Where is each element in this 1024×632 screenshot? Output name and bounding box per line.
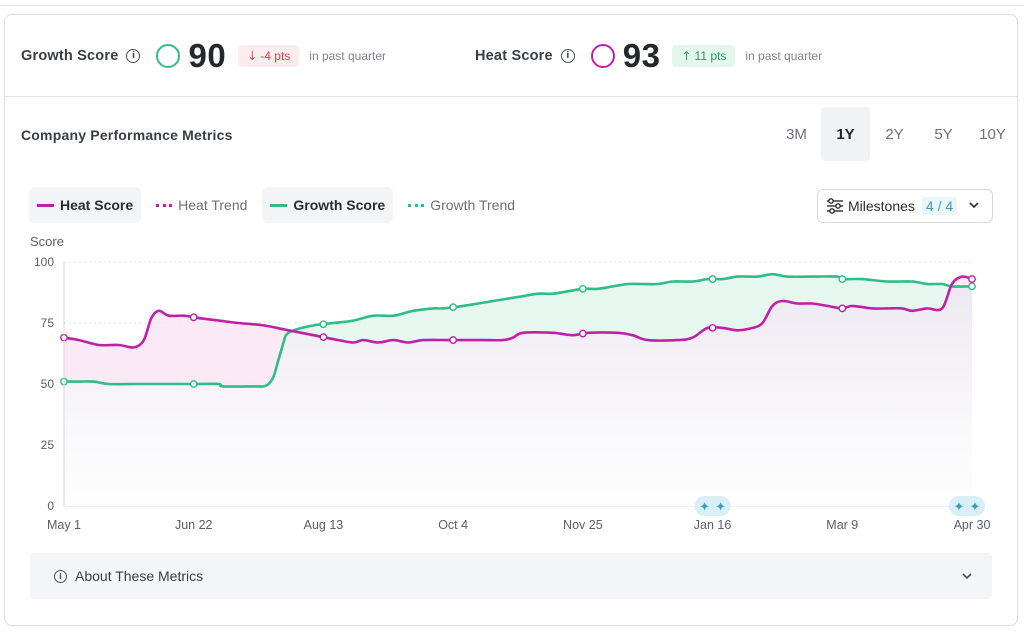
growth-score-point bbox=[449, 303, 458, 312]
dotted-line-swatch bbox=[156, 203, 173, 207]
dotted-line-swatch bbox=[408, 203, 425, 207]
chart-lines bbox=[63, 272, 973, 388]
heat-score-value: 93 bbox=[622, 37, 661, 74]
heat-score-point bbox=[968, 275, 976, 283]
sparkle-icon: ✦ bbox=[954, 500, 965, 515]
x-tick-label: Nov 25 bbox=[563, 518, 603, 532]
x-tick-label: Mar 9 bbox=[826, 518, 858, 532]
range-3m[interactable]: 3M bbox=[786, 125, 807, 143]
legend-heat-trend-label: Heat Trend bbox=[178, 197, 248, 213]
growth-score-value: 90 bbox=[188, 37, 227, 74]
sparkle-icon: ✦ bbox=[699, 500, 710, 515]
y-tick-label: 75 bbox=[41, 316, 55, 330]
milestone-badge: ✦ ✦ bbox=[949, 496, 985, 516]
heat-score-label: Heat Score bbox=[475, 48, 553, 64]
milestones-label: Milestones bbox=[848, 198, 915, 214]
metrics-title: Company Performance Metrics bbox=[21, 127, 233, 143]
legend-growth-score-label: Growth Score bbox=[293, 197, 386, 213]
arrow-down-icon: ↓ bbox=[247, 49, 258, 63]
growth-delta-badge: ↓ -4 pts bbox=[238, 45, 300, 67]
info-icon: i bbox=[54, 569, 67, 583]
legend-heat-score-label: Heat Score bbox=[60, 197, 134, 213]
heat-score-line bbox=[63, 275, 973, 349]
range-5y[interactable]: 5Y bbox=[934, 125, 953, 143]
chevron-down-icon bbox=[969, 202, 979, 209]
y-tick-label: 100 bbox=[34, 255, 54, 269]
metrics-card: Growth Score i 90 ↓ -4 pts in past quarte… bbox=[4, 14, 1018, 626]
heat-score-point bbox=[319, 333, 328, 342]
growth-period-text: in past quarter bbox=[309, 49, 386, 63]
heat-score-point bbox=[449, 336, 458, 344]
info-icon[interactable]: i bbox=[560, 49, 575, 63]
x-tick-label: Jun 22 bbox=[175, 518, 213, 532]
growth-score-point bbox=[319, 320, 328, 329]
growth-score-point bbox=[189, 380, 198, 388]
legend-heat-trend[interactable]: Heat Trend bbox=[148, 187, 255, 223]
score-summary: Growth Score i 90 ↓ -4 pts in past quarte… bbox=[5, 15, 1017, 97]
solid-line-swatch bbox=[37, 203, 54, 207]
milestone-badge-bg bbox=[694, 496, 731, 516]
y-tick-label: 0 bbox=[47, 499, 54, 513]
milestone-badge-bg bbox=[949, 496, 985, 516]
info-icon[interactable]: i bbox=[126, 49, 141, 63]
x-tick-label: Oct 4 bbox=[438, 518, 468, 532]
range-1y[interactable]: 1Y bbox=[821, 107, 870, 161]
sparkle-icon: ✦ bbox=[970, 500, 981, 515]
heat-delta-badge: ↑ 11 pts bbox=[672, 45, 736, 67]
arrow-up-icon: ↑ bbox=[681, 49, 692, 63]
about-metrics-toggle[interactable]: i About These Metrics bbox=[30, 553, 992, 599]
growth-score-block: Growth Score i 90 ↓ -4 pts in past quarte… bbox=[21, 15, 386, 97]
sparkle-icon: ✦ bbox=[715, 500, 726, 515]
chart-legend: Heat Score Heat Trend Growth Score Growt… bbox=[29, 187, 530, 223]
heat-delta-value: 11 pts bbox=[694, 49, 727, 63]
growth-score-point bbox=[578, 284, 587, 293]
heat-score-point bbox=[838, 304, 847, 313]
growth-score-point bbox=[838, 275, 847, 283]
range-selector: 3M 1Y 2Y 5Y 10Y bbox=[772, 107, 1017, 161]
growth-ring-icon bbox=[156, 44, 181, 68]
growth-score-point bbox=[968, 282, 976, 291]
growth-score-label: Growth Score bbox=[21, 48, 119, 64]
milestones-count: 4 / 4 bbox=[921, 197, 958, 215]
range-10y[interactable]: 10Y bbox=[979, 125, 1006, 143]
y-tick-label: 25 bbox=[41, 438, 55, 452]
legend-growth-trend-label: Growth Trend bbox=[430, 197, 516, 213]
x-tick-label: Apr 30 bbox=[954, 518, 991, 532]
heat-score-point bbox=[578, 329, 587, 338]
y-tick-label: 50 bbox=[41, 377, 55, 391]
range-2y[interactable]: 2Y bbox=[885, 125, 904, 143]
chart-axes: 0 25 50 75 100 Score May 1 Jun 22 Aug 13 Oct 4 Nov… bbox=[30, 234, 990, 532]
growth-delta-value: -4 pts bbox=[260, 49, 291, 63]
performance-chart: 0 25 50 75 100 Score May 1 Jun 22 Aug 13 Oct 4 Nov… bbox=[30, 234, 990, 532]
x-tick-label: Jan 16 bbox=[694, 518, 732, 532]
legend-growth-trend[interactable]: Growth Trend bbox=[400, 187, 523, 223]
growth-score-line bbox=[64, 272, 973, 388]
x-tick-label: Aug 13 bbox=[304, 518, 344, 532]
growth-score-point bbox=[708, 275, 717, 283]
chart-fill bbox=[64, 274, 972, 506]
heat-ring-icon bbox=[590, 44, 615, 68]
heat-score-point bbox=[708, 323, 717, 332]
about-metrics-label: About These Metrics bbox=[75, 568, 204, 584]
heat-score-block: Heat Score i 93 ↑ 11 pts in past quarter bbox=[475, 15, 822, 97]
solid-line-swatch bbox=[270, 203, 288, 207]
x-tick-label: May 1 bbox=[47, 518, 81, 532]
base-area bbox=[64, 286, 972, 506]
chevron-down-icon bbox=[962, 573, 972, 580]
chart-milestones: ✦ ✦ ✦ ✦ bbox=[694, 496, 985, 516]
milestones-dropdown[interactable]: Milestones 4 / 4 bbox=[817, 189, 993, 223]
legend-heat-score[interactable]: Heat Score bbox=[29, 187, 142, 223]
heat-period-text: in past quarter bbox=[745, 49, 823, 63]
heat-score-point bbox=[189, 313, 198, 322]
chart-markers bbox=[60, 275, 976, 388]
legend-growth-score[interactable]: Growth Score bbox=[262, 187, 394, 223]
sliders-icon bbox=[827, 198, 843, 214]
top-divider bbox=[0, 0, 1024, 6]
y-axis-label: Score bbox=[30, 234, 64, 249]
milestone-badge: ✦ ✦ bbox=[694, 496, 731, 516]
